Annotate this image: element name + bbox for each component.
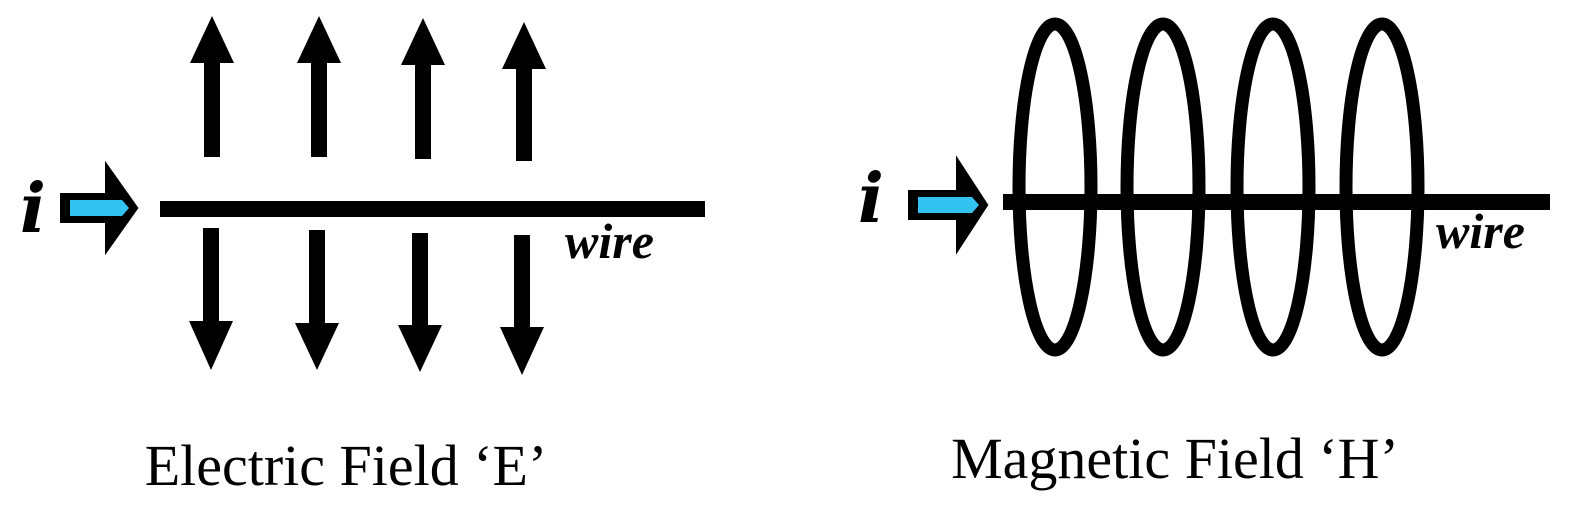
magnetic-field-loops bbox=[1012, 17, 1425, 357]
current-arrow-magnetic-fill bbox=[918, 197, 979, 213]
electric-field-lines-up bbox=[190, 16, 546, 161]
field-arrow-down bbox=[295, 230, 339, 370]
field-arrow-up bbox=[297, 16, 341, 157]
magnetic-field-panel: i wire Magnetic Field ‘H’ bbox=[858, 17, 1550, 491]
current-symbol-electric: i bbox=[20, 169, 46, 249]
electric-field-lines-down bbox=[189, 228, 544, 375]
field-arrow-down bbox=[398, 233, 442, 372]
wire-magnetic bbox=[1003, 194, 1550, 210]
electric-field-panel: i wire bbox=[20, 16, 705, 498]
magnetic-loop bbox=[1120, 17, 1206, 357]
current-symbol-magnetic: i bbox=[858, 159, 884, 239]
current-arrow-electric-fill bbox=[70, 200, 129, 216]
magnetic-loop bbox=[1012, 17, 1098, 357]
field-arrow-up bbox=[502, 22, 546, 161]
wire-label-electric: wire bbox=[565, 213, 654, 269]
field-arrow-up bbox=[190, 16, 234, 157]
field-arrow-down bbox=[500, 235, 544, 375]
magnetic-field-caption: Magnetic Field ‘H’ bbox=[951, 426, 1399, 491]
wire-electric bbox=[160, 201, 705, 217]
wire-label-magnetic: wire bbox=[1436, 203, 1525, 259]
electric-field-caption: Electric Field ‘E’ bbox=[145, 433, 548, 498]
magnetic-loop bbox=[1230, 17, 1316, 357]
field-arrow-down bbox=[189, 228, 233, 370]
field-arrow-up bbox=[401, 18, 445, 159]
magnetic-loop bbox=[1339, 17, 1425, 357]
